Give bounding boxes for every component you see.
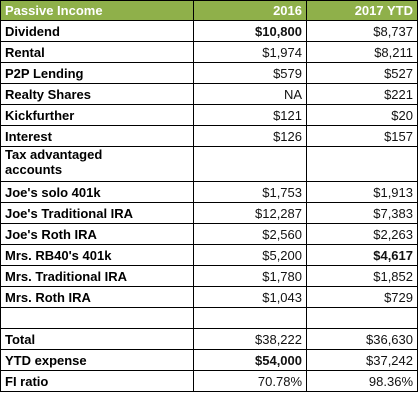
value-cell: [306, 146, 418, 182]
value-cell: $221: [306, 83, 418, 105]
table-row: Mrs. Traditional IRA $1,780 $1,852: [0, 265, 418, 287]
row-label: Dividend: [0, 20, 194, 42]
value-cell: $1,753: [193, 181, 307, 203]
row-label: Kickfurther: [0, 104, 194, 126]
table-row: Rental $1,974 $8,211: [0, 41, 418, 63]
value-cell: $157: [306, 125, 418, 147]
value-cell: $579: [193, 62, 307, 84]
table-row: Mrs. RB40's 401k $5,200 $4,617: [0, 244, 418, 266]
row-label: Joe's Roth IRA: [0, 223, 194, 245]
table-row: Mrs. Roth IRA $1,043 $729: [0, 286, 418, 308]
table-row: Dividend $10,800 $8,737: [0, 20, 418, 42]
value-cell: [193, 146, 307, 182]
table-row: Realty Shares NA $221: [0, 83, 418, 105]
row-label: [0, 307, 194, 329]
row-label-text: Tax advantaged accounts: [5, 147, 103, 178]
row-label: Mrs. Traditional IRA: [0, 265, 194, 287]
table-row: YTD expense $54,000 $37,242: [0, 349, 418, 371]
table-row: Total $38,222 $36,630: [0, 328, 418, 350]
value-cell: $1,043: [193, 286, 307, 308]
row-label: Mrs. Roth IRA: [0, 286, 194, 308]
value-cell: $5,200: [193, 244, 307, 266]
table-row: FI ratio 70.78% 98.36%: [0, 370, 418, 392]
table-body: Dividend $10,800 $8,737 Rental $1,974 $8,211 P…: [0, 20, 418, 392]
value-cell: $1,780: [193, 265, 307, 287]
value-cell: 70.78%: [193, 370, 307, 392]
value-cell: $12,287: [193, 202, 307, 224]
table-header: Passive Income 2016 2017 YTD: [0, 0, 418, 21]
value-cell: $7,383: [306, 202, 418, 224]
value-cell: $126: [193, 125, 307, 147]
row-label: Joe's Traditional IRA: [0, 202, 194, 224]
header-cell: 2016: [193, 0, 307, 21]
value-cell: $38,222: [193, 328, 307, 350]
row-label: FI ratio: [0, 370, 194, 392]
value-cell: $121: [193, 104, 307, 126]
value-cell: 98.36%: [306, 370, 418, 392]
value-cell: $10,800: [193, 20, 307, 42]
row-label: Realty Shares: [0, 83, 194, 105]
row-label: YTD expense: [0, 349, 194, 371]
table-row: Joe's Traditional IRA $12,287 $7,383: [0, 202, 418, 224]
value-cell: $527: [306, 62, 418, 84]
value-cell: $729: [306, 286, 418, 308]
row-label: Joe's solo 401k: [0, 181, 194, 203]
row-label: Rental: [0, 41, 194, 63]
header-cell: 2017 YTD: [306, 0, 418, 21]
value-cell: $54,000: [193, 349, 307, 371]
row-label: Interest: [0, 125, 194, 147]
table-row: Interest $126 $157: [0, 125, 418, 147]
value-cell: $1,913: [306, 181, 418, 203]
value-cell: $8,737: [306, 20, 418, 42]
table-row: Joe's solo 401k $1,753 $1,913: [0, 181, 418, 203]
value-cell: [306, 307, 418, 329]
value-cell: [193, 307, 307, 329]
header-cell: Passive Income: [0, 0, 194, 21]
value-cell: $2,560: [193, 223, 307, 245]
table-row: Kickfurther $121 $20: [0, 104, 418, 126]
header-row: Passive Income 2016 2017 YTD: [0, 0, 418, 21]
table-row: [0, 307, 418, 329]
value-cell: NA: [193, 83, 307, 105]
value-cell: $37,242: [306, 349, 418, 371]
value-cell: $36,630: [306, 328, 418, 350]
row-label: Tax advantaged accounts: [0, 146, 194, 182]
income-table: Passive Income 2016 2017 YTD Dividend $10…: [0, 0, 418, 392]
value-cell: $4,617: [306, 244, 418, 266]
table-row: P2P Lending $579 $527: [0, 62, 418, 84]
table-row: Tax advantaged accounts: [0, 146, 418, 182]
value-cell: $20: [306, 104, 418, 126]
row-label: Total: [0, 328, 194, 350]
row-label: P2P Lending: [0, 62, 194, 84]
row-label: Mrs. RB40's 401k: [0, 244, 194, 266]
value-cell: $8,211: [306, 41, 418, 63]
value-cell: $1,852: [306, 265, 418, 287]
value-cell: $2,263: [306, 223, 418, 245]
value-cell: $1,974: [193, 41, 307, 63]
table-row: Joe's Roth IRA $2,560 $2,263: [0, 223, 418, 245]
